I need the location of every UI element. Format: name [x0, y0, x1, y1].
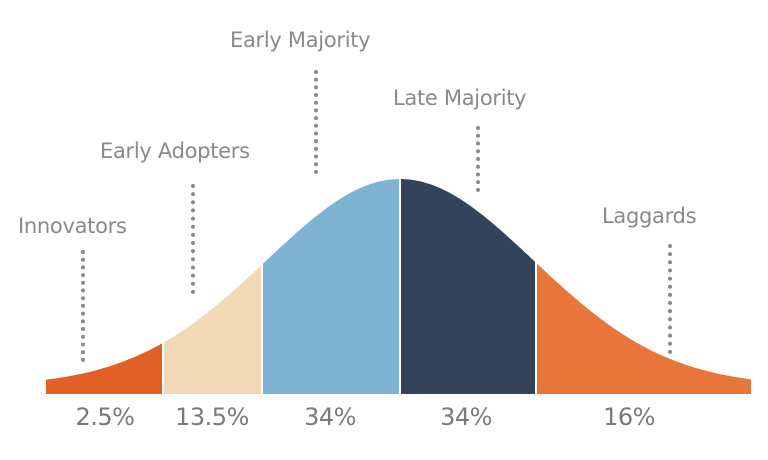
label-late-majority: Late Majority — [393, 86, 527, 110]
label-early-majority: Early Majority — [230, 28, 371, 52]
leader-dots-innovators — [81, 250, 89, 362]
segment-innovators — [44, 340, 164, 396]
percent-innovators: 2.5% — [75, 403, 135, 431]
label-laggards: Laggards — [602, 204, 697, 228]
segment-early-majority — [261, 177, 401, 396]
percent-early-adopters: 13.5% — [175, 403, 249, 431]
leader-dots-late-majority — [476, 126, 484, 192]
leader-dots-early-adopters — [191, 184, 199, 294]
segment-early-adopters — [162, 260, 263, 396]
segment-laggards — [535, 258, 753, 396]
label-early-adopters: Early Adopters — [100, 139, 250, 163]
segment-late-majority — [399, 177, 537, 396]
percent-laggards: 16% — [603, 403, 655, 431]
leader-dots-early-majority — [314, 70, 322, 174]
label-innovators: Innovators — [18, 214, 127, 238]
percent-early-majority: 34% — [304, 403, 356, 431]
leader-dots-laggards — [668, 244, 676, 354]
percent-late-majority: 34% — [440, 403, 492, 431]
